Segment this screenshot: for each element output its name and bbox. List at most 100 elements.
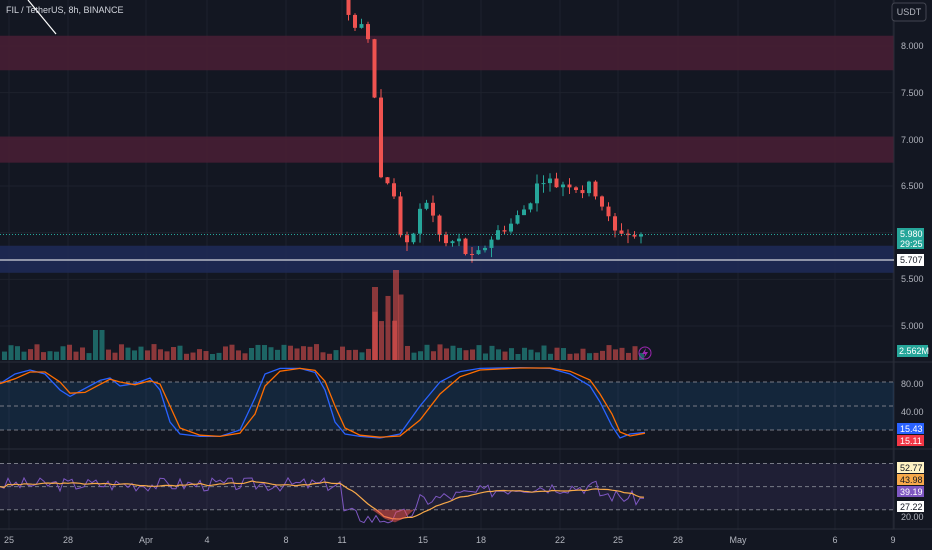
- volume-bar: [470, 349, 475, 360]
- time-axis[interactable]: 25 28 Apr 4 8 11 15 18 22 25 28 May 6 9: [4, 535, 896, 545]
- volume-bar: [554, 347, 560, 360]
- volume-bar: [190, 352, 196, 360]
- candle-body: [613, 216, 617, 231]
- volume-bar: [216, 352, 222, 360]
- time-tick: 25: [4, 535, 14, 545]
- volume-bar: [73, 351, 79, 360]
- volume-bar: [535, 352, 540, 360]
- candle-body: [554, 178, 559, 188]
- volume-bar: [418, 351, 423, 360]
- candle-body: [587, 181, 591, 194]
- volume-bar: [450, 345, 456, 360]
- volume-bar: [353, 349, 358, 360]
- candle-body: [398, 196, 403, 236]
- symbol-title[interactable]: FIL / TetherUS, 8h, BINANCE: [6, 5, 124, 15]
- candles[interactable]: [2, 0, 643, 263]
- stoch-tick: 80.00: [901, 379, 924, 389]
- candle-body: [372, 39, 377, 98]
- volume-bar: [483, 353, 488, 360]
- volume-bar: [54, 351, 59, 360]
- volume-bar: [515, 353, 521, 360]
- volume-bar: [393, 270, 399, 360]
- candle-body: [593, 181, 598, 197]
- volume-bar: [632, 346, 638, 360]
- candle-body: [353, 14, 357, 28]
- rsi-ma-line: [0, 480, 645, 520]
- volume-bar: [509, 348, 514, 360]
- volume-bar: [405, 345, 410, 360]
- rsi-tick: 27.22: [900, 502, 923, 512]
- volume-bar: [366, 348, 371, 360]
- volume-bar: [47, 351, 53, 360]
- time-tick: 15: [418, 535, 428, 545]
- stoch-k-label: 15.43: [900, 424, 923, 434]
- support-zone: [0, 245, 894, 273]
- volume-bar: [294, 348, 300, 360]
- lightning-icon[interactable]: [638, 346, 652, 360]
- candle-body: [600, 196, 604, 207]
- line-price-label: 5.707: [900, 255, 923, 265]
- volume-bar: [255, 344, 261, 360]
- countdown-label: 29:25: [900, 239, 923, 249]
- volume-bar: [502, 351, 508, 360]
- candle-body: [476, 250, 481, 255]
- candle-body: [463, 238, 468, 255]
- volume-bar: [359, 352, 365, 360]
- volume-bar: [496, 349, 501, 360]
- rsi-oversold-fill: [372, 509, 414, 523]
- candle-body: [509, 223, 513, 232]
- volume-bar: [548, 353, 553, 360]
- volume-bar: [125, 347, 131, 360]
- candle-body: [489, 239, 494, 248]
- candle-body: [580, 190, 585, 194]
- volume-bar: [86, 353, 92, 360]
- time-tick: 4: [204, 535, 209, 545]
- volume-bar: [60, 346, 66, 360]
- candle-body: [502, 230, 507, 232]
- volume-tag: 2.562M: [897, 345, 929, 357]
- stoch-k-line: [0, 366, 646, 439]
- volume-bar: [138, 346, 144, 360]
- currency-label[interactable]: USDT: [897, 7, 922, 17]
- price-zones: [0, 35, 894, 273]
- last-price-tag: 5.980 29:25: [897, 228, 924, 249]
- volume-bar: [489, 345, 495, 360]
- volume-bar: [301, 346, 306, 360]
- volume-bar: [346, 350, 352, 360]
- candle-body: [619, 230, 624, 234]
- candle-body: [528, 203, 533, 210]
- stoch-tick: 40.00: [901, 407, 924, 417]
- volume-bar: [431, 351, 436, 360]
- volume-bar: [275, 349, 280, 360]
- candle-body: [548, 178, 552, 184]
- candle-body: [418, 208, 422, 234]
- resistance-zone: [0, 35, 894, 71]
- candle-body: [366, 24, 370, 40]
- rsi-ma-label: 43.98: [900, 475, 923, 485]
- volume-bar: [327, 353, 332, 360]
- volume-bar: [587, 353, 592, 360]
- price-axis[interactable]: 8.000 7.500 7.000 6.500 5.500 5.000: [901, 41, 924, 331]
- volume-bar: [223, 346, 228, 360]
- volume-bar: [106, 349, 111, 360]
- volume-bar: [288, 345, 293, 360]
- candle-body: [483, 247, 487, 251]
- volume-bar: [522, 347, 527, 360]
- volume-bar: [476, 345, 482, 360]
- volume-bar: [281, 344, 287, 360]
- volume-bar: [268, 347, 274, 360]
- volume-bar: [626, 352, 631, 360]
- volume-bar: [457, 347, 462, 360]
- volume-bar: [580, 348, 586, 360]
- volume-bar: [112, 352, 118, 360]
- candle-body: [541, 183, 546, 185]
- volume-bar: [307, 346, 313, 360]
- candle-body: [359, 24, 364, 28]
- currency-button[interactable]: [891, 2, 927, 22]
- volume-bar: [15, 346, 20, 360]
- volume-bar: [379, 321, 384, 360]
- volume-bar: [561, 348, 566, 360]
- volume-bar: [151, 344, 157, 360]
- stoch-axis: 80.00 40.00 15.43 15.11: [897, 379, 924, 446]
